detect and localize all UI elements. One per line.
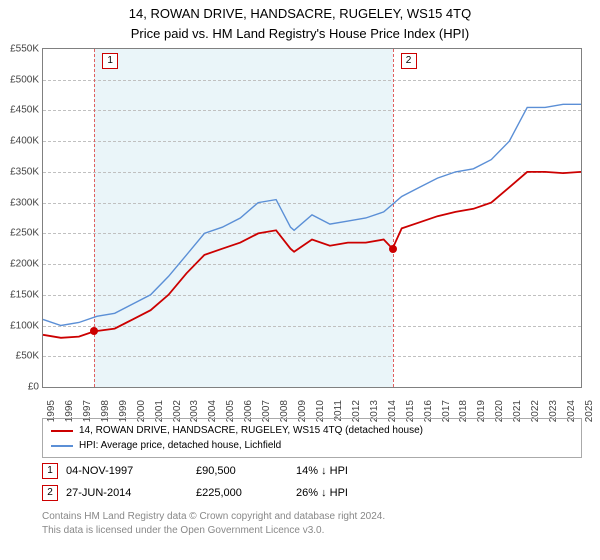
y-axis-label: £550K [1, 44, 39, 55]
y-axis-label: £150K [1, 289, 39, 300]
y-axis-label: £0 [1, 382, 39, 393]
tx-price: £90,500 [196, 465, 296, 477]
title-line2: Price paid vs. HM Land Registry's House … [0, 24, 600, 44]
transaction-row: 1 04-NOV-1997£90,50014% ↓ HPI [42, 460, 582, 482]
footer-line2: This data is licensed under the Open Gov… [42, 524, 582, 538]
legend: 14, ROWAN DRIVE, HANDSACRE, RUGELEY, WS1… [42, 418, 582, 458]
tx-date: 04-NOV-1997 [66, 465, 196, 477]
y-axis-label: £50K [1, 351, 39, 362]
y-axis-label: £200K [1, 259, 39, 270]
y-axis-label: £500K [1, 74, 39, 85]
series-property [43, 172, 581, 338]
y-axis-label: £400K [1, 136, 39, 147]
tx-date: 27-JUN-2014 [66, 487, 196, 499]
transaction-dot-1 [90, 327, 98, 335]
tx-diff: 14% ↓ HPI [296, 465, 436, 477]
legend-row: 14, ROWAN DRIVE, HANDSACRE, RUGELEY, WS1… [51, 423, 573, 438]
legend-label: HPI: Average price, detached house, Lich… [79, 438, 281, 453]
tx-diff: 26% ↓ HPI [296, 487, 436, 499]
y-axis-label: £350K [1, 166, 39, 177]
chart-title: 14, ROWAN DRIVE, HANDSACRE, RUGELEY, WS1… [0, 0, 600, 43]
legend-swatch [51, 445, 73, 447]
price-chart: £0£50K£100K£150K£200K£250K£300K£350K£400… [42, 48, 582, 388]
legend-swatch [51, 430, 73, 432]
chart-lines [43, 49, 581, 387]
footer-notice: Contains HM Land Registry data © Crown c… [42, 510, 582, 538]
transaction-row: 2 27-JUN-2014£225,00026% ↓ HPI [42, 482, 582, 504]
title-line1: 14, ROWAN DRIVE, HANDSACRE, RUGELEY, WS1… [0, 4, 600, 24]
y-axis-label: £300K [1, 197, 39, 208]
y-axis-label: £100K [1, 320, 39, 331]
legend-row: HPI: Average price, detached house, Lich… [51, 438, 573, 453]
tx-price: £225,000 [196, 487, 296, 499]
series-hpi [43, 104, 581, 325]
tx-marker: 2 [42, 485, 58, 501]
tx-marker: 1 [42, 463, 58, 479]
y-axis-label: £450K [1, 105, 39, 116]
transactions-table: 1 04-NOV-1997£90,50014% ↓ HPI 2 27-JUN-2014… [42, 460, 582, 504]
x-axis-label: 2025 [584, 400, 595, 422]
y-axis-label: £250K [1, 228, 39, 239]
legend-label: 14, ROWAN DRIVE, HANDSACRE, RUGELEY, WS1… [79, 423, 423, 438]
transaction-dot-2 [389, 245, 397, 253]
footer-line1: Contains HM Land Registry data © Crown c… [42, 510, 582, 524]
